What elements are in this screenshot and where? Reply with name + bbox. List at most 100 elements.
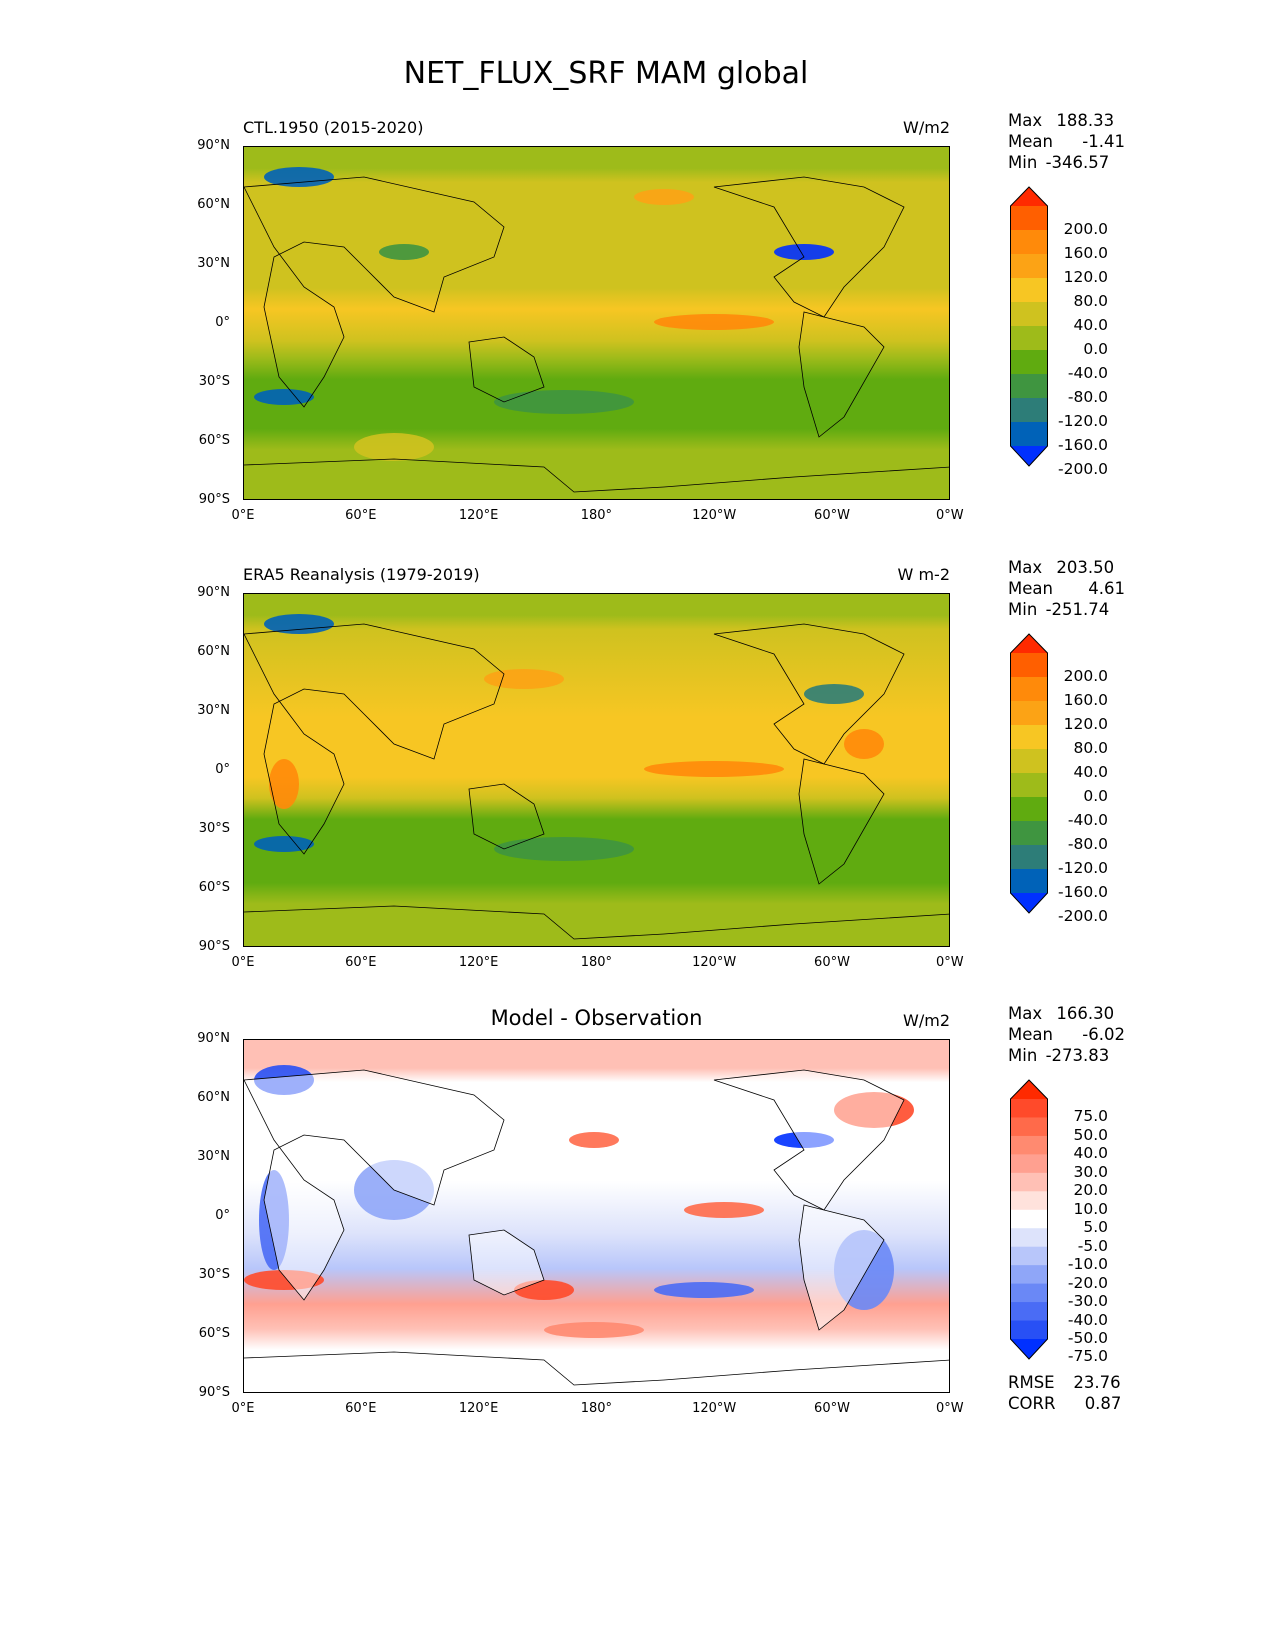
colorbar-tick-label: 120.0 <box>1063 268 1108 286</box>
metric-row: RMSE 23.76 <box>1008 1372 1121 1393</box>
colorbar-tick-label: 20.0 <box>1073 1181 1108 1200</box>
stat-row: Max 188.33 <box>1008 110 1125 131</box>
coastline <box>798 758 885 885</box>
colorbar-bin <box>1010 1172 1048 1192</box>
lon-tick-label: 0°E <box>231 508 255 523</box>
stat-label: Min <box>1008 153 1038 172</box>
contour-region <box>844 729 884 759</box>
stat-value: 4.61 <box>1088 579 1125 598</box>
lat-tick-label: 60°S <box>198 433 230 448</box>
colorbar <box>1010 186 1048 467</box>
colorbar-tick-label: -40.0 <box>1067 1310 1108 1329</box>
contour-region <box>264 614 334 634</box>
stat-value: 166.30 <box>1056 1004 1115 1023</box>
stats-block: Max 188.33 Mean -1.41 Min -346.57 <box>1008 110 1125 173</box>
contour-region <box>354 433 434 461</box>
lat-tick-label: 0° <box>215 762 230 777</box>
colorbar-bin <box>1010 1320 1048 1340</box>
stat-label: Mean <box>1008 579 1053 598</box>
colorbar-bin <box>1010 326 1048 351</box>
metric-value: 0.87 <box>1084 1394 1122 1413</box>
coastline <box>713 1069 905 1211</box>
colorbar-bin <box>1010 797 1048 822</box>
lon-tick-label: 120°W <box>692 1401 737 1416</box>
coastline <box>244 1351 949 1386</box>
metrics-block: RMSE 23.76 CORR 0.87 <box>1008 1372 1121 1414</box>
lat-tick-label: 60°N <box>197 644 230 659</box>
lon-tick-label: 60°E <box>345 955 377 970</box>
stat-value: -251.74 <box>1045 600 1110 619</box>
colorbar-tick-label: -5.0 <box>1077 1236 1108 1255</box>
stat-row: Max 166.30 <box>1008 1003 1125 1024</box>
coastline <box>244 623 505 855</box>
colorbar-tick-label: -40.0 <box>1067 811 1108 829</box>
lon-tick-label: 0°W <box>935 955 964 970</box>
panel-center-title: Model - Observation <box>490 1006 703 1030</box>
lon-tick-label: 60°W <box>814 508 850 523</box>
colorbar-bin <box>1010 677 1048 702</box>
stat-label: Max <box>1008 111 1043 130</box>
stat-row: Mean -6.02 <box>1008 1024 1125 1045</box>
contour-region <box>254 389 314 405</box>
stat-label: Max <box>1008 558 1043 577</box>
stat-value: -273.83 <box>1045 1046 1110 1065</box>
colorbar-bin <box>1010 1135 1048 1155</box>
map-panel-1 <box>243 593 950 947</box>
colorbar-bin <box>1010 278 1048 303</box>
contour-region <box>544 1322 644 1338</box>
lon-tick-label: 60°W <box>814 955 850 970</box>
contour-field <box>244 614 949 940</box>
stat-value: -6.02 <box>1082 1025 1125 1044</box>
colorbar-tick-label: -10.0 <box>1067 1255 1108 1274</box>
coastline <box>713 176 905 318</box>
colorbar-tick-label: -200.0 <box>1058 460 1108 478</box>
colorbar-bin <box>1010 821 1048 846</box>
units-label: W m-2 <box>897 565 950 584</box>
lat-tick-label: 30°N <box>197 256 230 271</box>
lat-tick-label: 90°S <box>198 492 230 507</box>
colorbar-bin <box>1010 893 1048 913</box>
lon-tick-label: 0°E <box>231 1401 255 1416</box>
colorbar <box>1010 633 1048 914</box>
colorbar-bin <box>1010 1117 1048 1137</box>
colorbar-tick-label: -200.0 <box>1058 907 1108 925</box>
units-label: W/m2 <box>903 1011 950 1030</box>
colorbar-tick-label: 0.0 <box>1083 340 1108 358</box>
colorbar-bin <box>1010 1080 1048 1099</box>
colorbar-bin <box>1010 1302 1048 1322</box>
coastline <box>798 1204 885 1331</box>
colorbar-bin <box>1010 845 1048 870</box>
lat-tick-label: 60°S <box>198 1326 230 1341</box>
coastline <box>244 176 505 408</box>
contour-region <box>379 244 429 260</box>
lon-tick-label: 180° <box>580 1401 613 1416</box>
colorbar-bin <box>1010 1191 1048 1211</box>
lon-tick-label: 60°W <box>814 1401 850 1416</box>
colorbar-bin <box>1010 350 1048 375</box>
lon-tick-label: 120°E <box>458 508 499 523</box>
metric-label: CORR <box>1008 1394 1056 1413</box>
colorbar-tick-label: 40.0 <box>1073 316 1108 334</box>
stat-row: Min -273.83 <box>1008 1045 1125 1066</box>
contour-region <box>774 244 834 260</box>
colorbar-bin <box>1010 254 1048 279</box>
colorbar-graphic <box>1010 633 1048 914</box>
coastline <box>244 905 949 940</box>
colorbar-tick-label: 160.0 <box>1063 244 1108 262</box>
metric-row: CORR 0.87 <box>1008 1393 1121 1414</box>
lat-tick-label: 0° <box>215 1208 230 1223</box>
colorbar-bin <box>1010 422 1048 447</box>
colorbar-tick-label: -75.0 <box>1067 1347 1108 1366</box>
colorbar-bin <box>1010 1099 1048 1118</box>
lon-tick-label: 0°W <box>935 1401 964 1416</box>
lat-tick-label: 30°S <box>198 1267 230 1282</box>
contour-region <box>494 837 634 861</box>
contour-region <box>634 189 694 205</box>
colorbar-tick-label: 30.0 <box>1073 1162 1108 1181</box>
contour-region <box>654 314 774 330</box>
colorbar-bin <box>1010 1209 1048 1229</box>
metric-label: RMSE <box>1008 1373 1055 1392</box>
colorbar-tick-label: 40.0 <box>1073 763 1108 781</box>
coastline <box>244 1069 505 1301</box>
colorbar <box>1010 1079 1048 1360</box>
